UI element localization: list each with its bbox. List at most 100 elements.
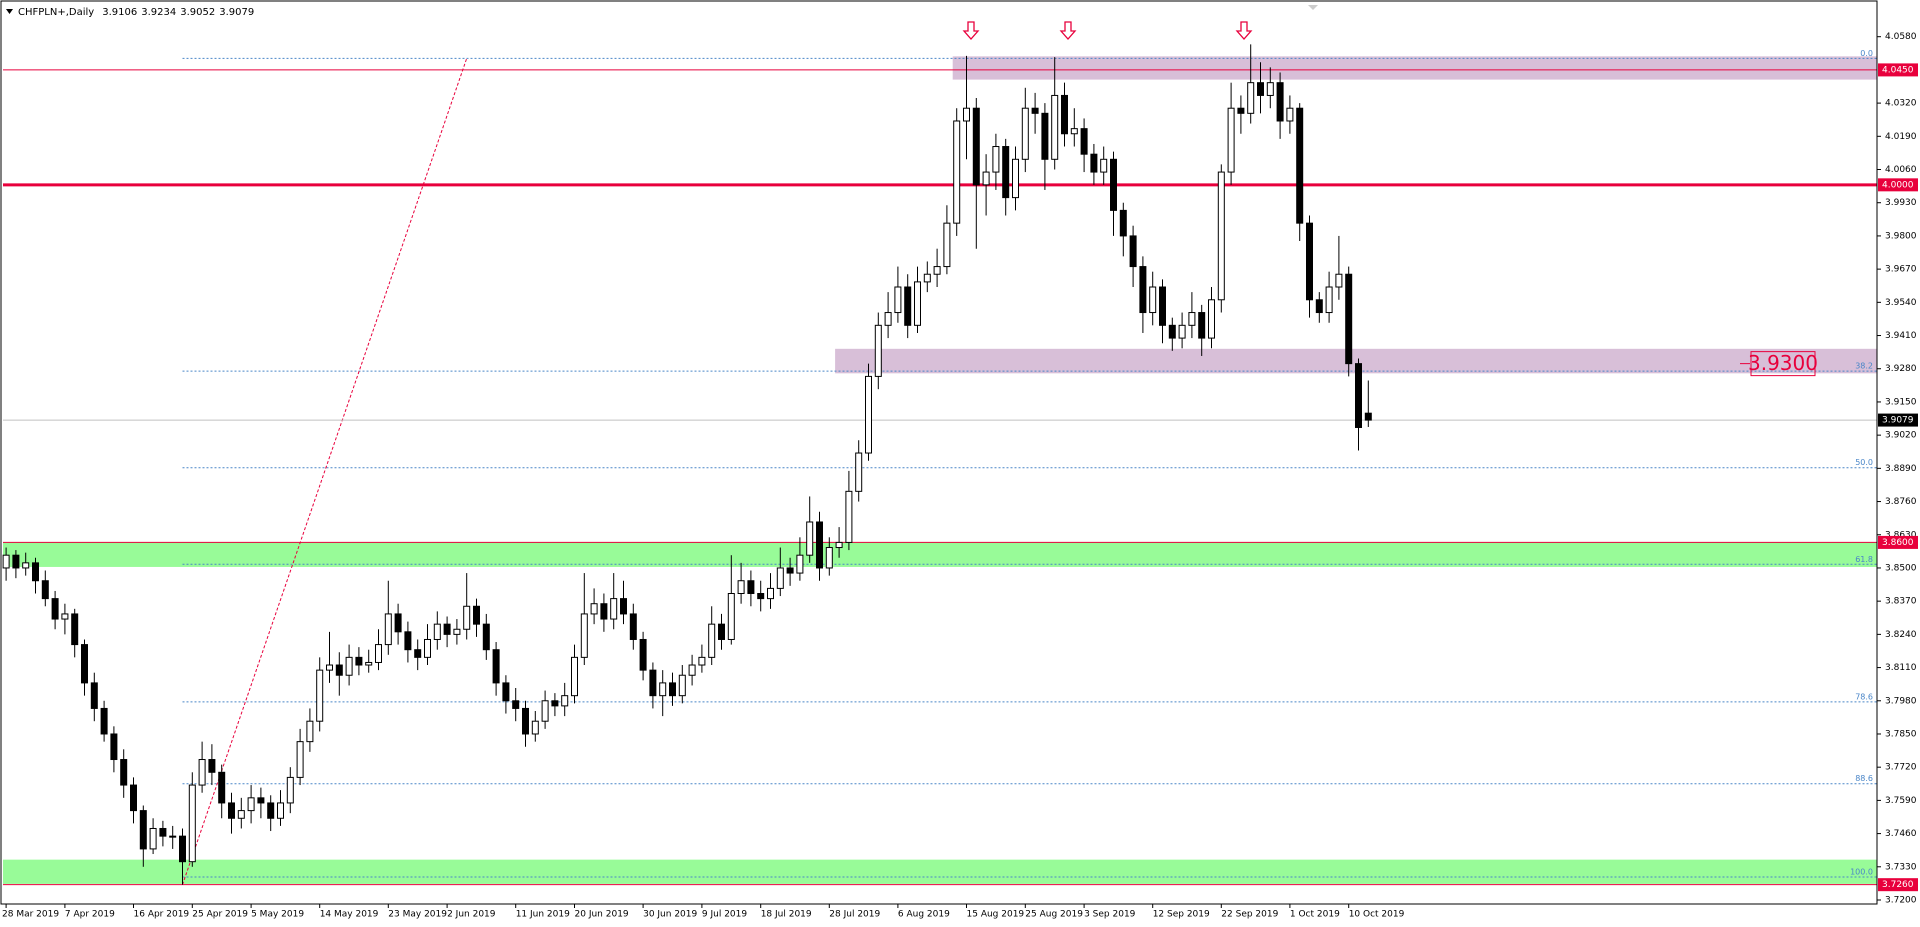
candle-body <box>551 700 559 707</box>
candle-body <box>218 771 226 804</box>
candle-body <box>1276 82 1284 122</box>
candle-body <box>1266 82 1274 96</box>
candle-body <box>688 664 696 676</box>
candle-body <box>953 120 961 224</box>
candle-body <box>384 613 392 646</box>
candle-body <box>463 605 471 630</box>
candle-body <box>649 669 657 697</box>
candle-body <box>257 797 265 804</box>
x-tick-label: 12 Sep 2019 <box>1153 910 1210 920</box>
x-tick-label: 23 May 2019 <box>388 910 447 920</box>
candle-body <box>708 623 716 658</box>
price-label-bg <box>1878 535 1918 549</box>
candle-body <box>120 759 128 786</box>
candle-body <box>747 580 755 595</box>
candle-body <box>100 707 108 735</box>
scroll-marker <box>1308 5 1318 10</box>
x-tick-label: 10 Oct 2019 <box>1349 910 1405 920</box>
x-tick-label: 30 Jun 2019 <box>643 910 697 920</box>
candle-body <box>306 720 314 743</box>
candle-body <box>776 567 784 589</box>
candle-body <box>443 623 451 635</box>
candle-body <box>1257 82 1264 96</box>
x-tick-label: 14 May 2019 <box>320 910 379 920</box>
x-tick-label: 1 Oct 2019 <box>1290 910 1340 920</box>
candle-body <box>482 623 490 651</box>
price-label: 3.7260 <box>1882 880 1914 890</box>
candle-body <box>345 656 353 676</box>
candle-body <box>972 107 980 186</box>
y-tick-label: 3.7460 <box>1885 829 1917 839</box>
y-tick-label: 3.8630 <box>1885 530 1917 540</box>
annotation-box <box>1750 351 1816 377</box>
y-tick-label: 4.0060 <box>1885 165 1917 175</box>
candle-body <box>198 759 206 786</box>
menu-arrow[interactable] <box>6 9 13 14</box>
candle-body <box>1031 107 1039 114</box>
x-tick-label: 28 Mar 2019 <box>2 910 59 920</box>
candles <box>2 44 1372 885</box>
last-low: 3.9052 <box>180 7 215 18</box>
candle-body <box>492 649 500 684</box>
candle-body <box>1188 312 1196 326</box>
symbol: CHFPLN+,Daily <box>18 7 94 18</box>
candle-body <box>375 644 382 663</box>
candle-body <box>1325 286 1333 314</box>
candle-body <box>669 682 676 697</box>
candle-body <box>1247 82 1255 114</box>
candle-body <box>159 827 167 837</box>
down-arrow <box>1235 21 1253 40</box>
candle-body <box>1110 158 1117 211</box>
candle-body <box>453 628 461 635</box>
candle-body <box>1159 286 1166 326</box>
candle-body <box>1237 107 1245 114</box>
candle-body <box>541 700 549 722</box>
candle-body <box>1168 324 1176 339</box>
candle-body <box>992 146 1000 173</box>
last-open: 3.9106 <box>102 7 137 18</box>
candle-body <box>71 613 79 646</box>
candle-body <box>110 733 118 761</box>
candle-body <box>12 554 20 569</box>
candle-body <box>1149 286 1157 314</box>
candle-body <box>1129 235 1137 268</box>
x-tick-label: 18 Jul 2019 <box>761 910 812 920</box>
candle-body <box>296 741 304 778</box>
candle-body <box>522 707 529 735</box>
candle-body <box>727 593 735 640</box>
fib-label: 61.8 <box>1855 555 1873 564</box>
y-tick-label: 3.8760 <box>1885 497 1917 507</box>
candle-body <box>982 171 990 186</box>
fib-label: 0.0 <box>1860 49 1873 58</box>
candle-body <box>943 222 951 268</box>
candle-body <box>904 286 912 326</box>
candle-body <box>561 695 569 707</box>
candle-body <box>277 802 284 819</box>
levels: 0.0 38.2 50.0 61.8 78.6 88.6 100.0 <box>3 49 1877 886</box>
x-tick-label: 25 Aug 2019 <box>1025 910 1083 920</box>
candle-body <box>1080 128 1088 155</box>
x-tick-label: 6 Aug 2019 <box>898 910 950 920</box>
y-tick-label: 3.7590 <box>1885 796 1917 806</box>
candle-body <box>629 613 637 640</box>
y-tick-label: 3.9280 <box>1885 364 1917 374</box>
candle-body <box>139 810 147 850</box>
candle-body <box>1335 273 1343 288</box>
candle-body <box>963 107 970 122</box>
y-tick-label: 3.9540 <box>1885 298 1917 308</box>
candle-body <box>228 802 235 819</box>
candle-body <box>1364 412 1372 421</box>
candle-body <box>874 324 882 377</box>
price-label: 3.8600 <box>1882 538 1914 548</box>
candle-body <box>737 580 745 595</box>
x-tick-label: 22 Sep 2019 <box>1221 910 1278 920</box>
candle-body <box>923 273 931 283</box>
candle-body <box>1070 128 1078 135</box>
candle-body <box>1355 363 1362 428</box>
fib-label: 78.6 <box>1855 692 1873 701</box>
x-tick-label: 2 Jun 2019 <box>447 910 496 920</box>
zone <box>952 56 1877 80</box>
candle-body <box>41 580 49 600</box>
candle-body <box>32 562 39 582</box>
